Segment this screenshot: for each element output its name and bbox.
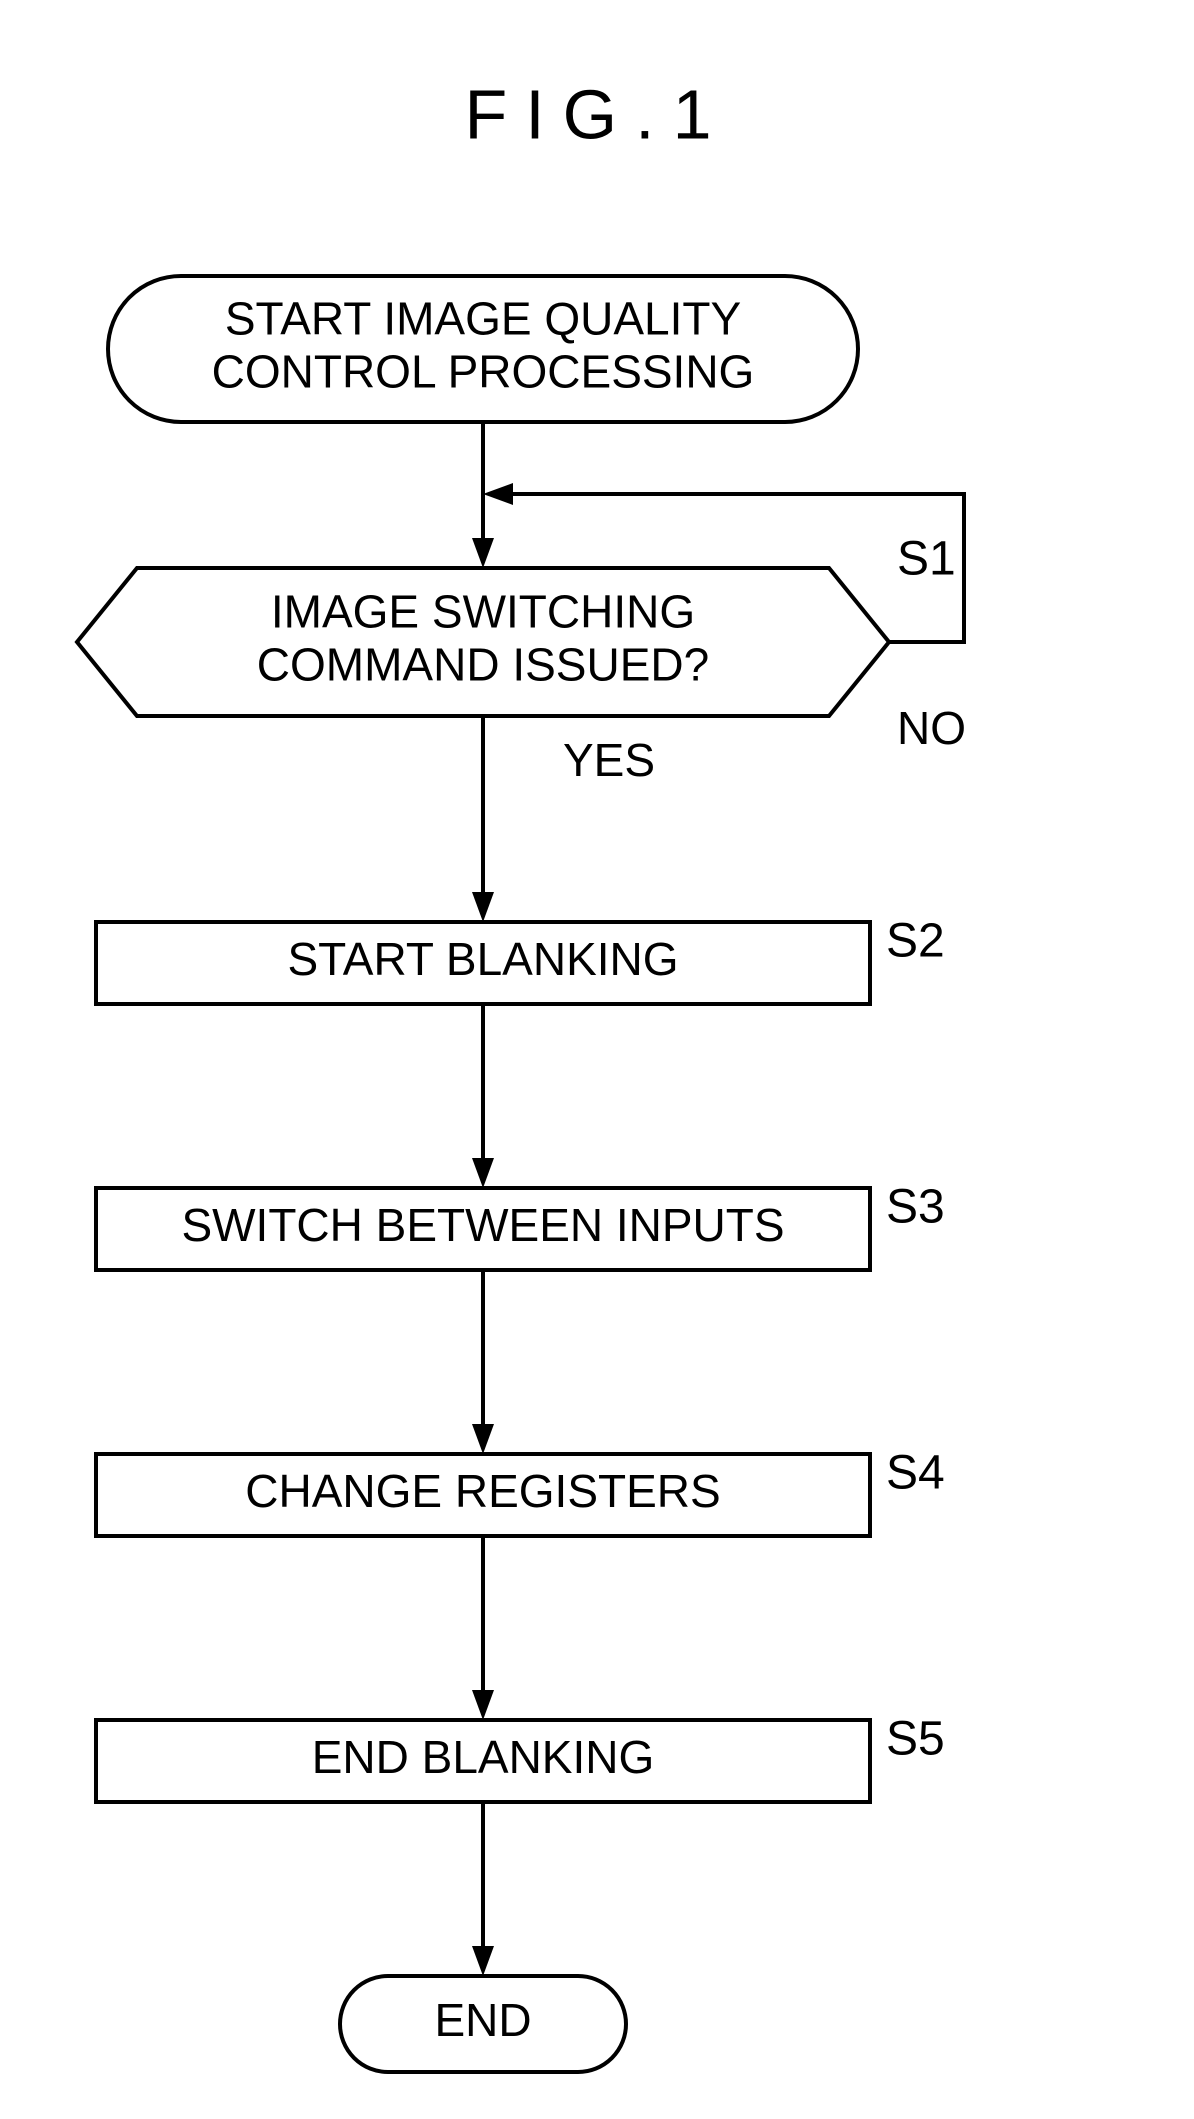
step-label-s4: S4 [886, 1447, 945, 1500]
branch-yes: YES [563, 734, 655, 786]
edge-start-decision-head [472, 538, 494, 568]
node-start-text: START IMAGE QUALITY [225, 293, 741, 345]
figure-title: FIG.1 [464, 75, 729, 153]
step-label-s3: S3 [886, 1181, 945, 1234]
edge-decision-s2-head [472, 892, 494, 922]
node-s4-text: CHANGE REGISTERS [245, 1465, 720, 1517]
edge-s4-s5-head [472, 1690, 494, 1720]
node-decision-text: COMMAND ISSUED? [257, 639, 709, 691]
edge-s2-s3-head [472, 1158, 494, 1188]
edge-s5-end-head [472, 1946, 494, 1976]
edge-no-loop-head [483, 483, 513, 505]
step-label-s2: S2 [886, 915, 945, 968]
step-label-decision: S1 [897, 533, 956, 586]
edge-s3-s4-head [472, 1424, 494, 1454]
node-s2-text: START BLANKING [287, 933, 678, 985]
step-label-s5: S5 [886, 1713, 945, 1766]
node-start-text: CONTROL PROCESSING [212, 346, 755, 398]
node-end-text: END [434, 1994, 531, 2046]
node-s3-text: SWITCH BETWEEN INPUTS [181, 1199, 784, 1251]
branch-no: NO [897, 702, 966, 754]
node-s5-text: END BLANKING [312, 1731, 655, 1783]
node-decision-text: IMAGE SWITCHING [271, 586, 695, 638]
